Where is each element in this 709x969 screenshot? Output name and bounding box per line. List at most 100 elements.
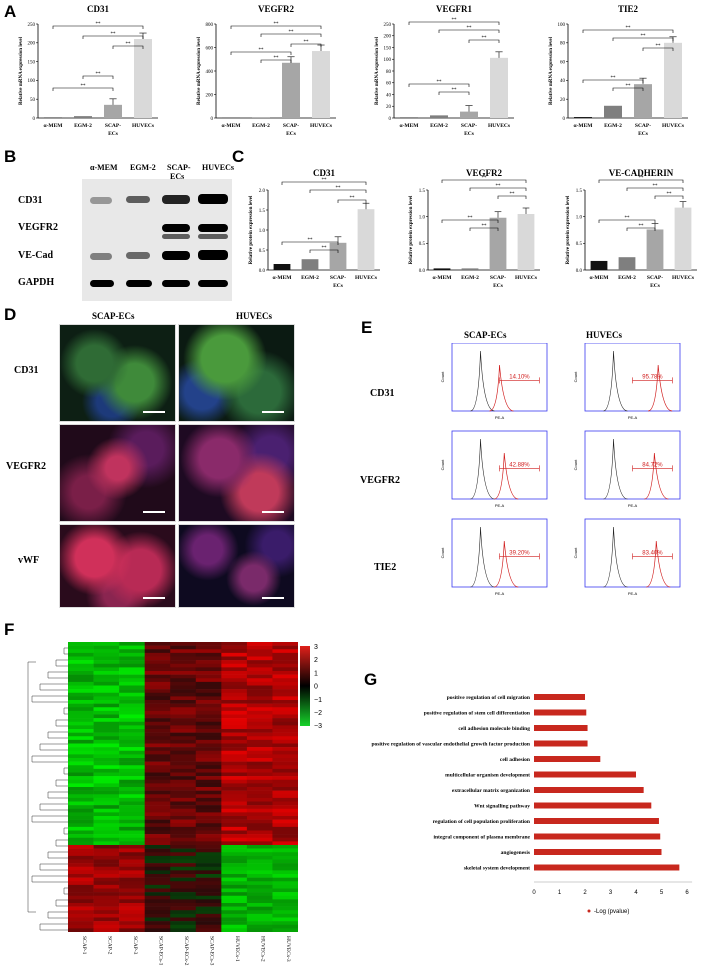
blot-band xyxy=(162,280,190,287)
heatmap-cell xyxy=(272,866,298,871)
heatmap-cell xyxy=(221,812,248,817)
heatmap-cell xyxy=(93,681,120,686)
heatmap-cell xyxy=(144,881,171,886)
significance-bracket xyxy=(230,51,292,55)
heatmap-cell xyxy=(221,830,248,835)
heatmap-cell xyxy=(170,826,197,831)
heatmap-cell xyxy=(93,732,120,737)
scale-bar xyxy=(143,597,165,599)
heatmap-cell xyxy=(195,645,222,650)
y-tick-label: 0.0 xyxy=(576,269,583,274)
flow-gate xyxy=(632,465,673,472)
heatmap-cell xyxy=(68,859,94,864)
heatmap-cell xyxy=(272,870,298,875)
significance-bracket xyxy=(260,33,322,37)
heatmap-cell xyxy=(246,834,273,839)
heatmap-cell xyxy=(170,714,197,719)
micrograph-scapecs-cd31 xyxy=(59,324,176,422)
significance-bracket xyxy=(230,25,322,29)
heatmap-cell xyxy=(68,678,94,683)
heatmap-cell xyxy=(221,776,248,781)
bar xyxy=(590,260,608,270)
x-tick-label: α-MEM xyxy=(590,275,610,281)
heatmap-cell xyxy=(246,928,273,932)
heatmap-cell xyxy=(93,783,120,788)
y-tick-label: 60 xyxy=(560,60,566,65)
go-bar xyxy=(534,709,587,716)
panel-letter-d: D xyxy=(4,305,17,324)
heatmap-cell xyxy=(195,816,222,820)
heatmap-cell xyxy=(170,765,197,770)
x-tick-label: HUVECs xyxy=(132,123,154,129)
heatmap-cell xyxy=(119,801,145,806)
heatmap-cell xyxy=(195,903,222,907)
heatmap-cell xyxy=(144,747,171,752)
heatmap-cell xyxy=(170,667,197,672)
heatmap-cell xyxy=(246,845,273,849)
x-tick-label: SCAP- xyxy=(105,123,121,129)
heatmap-cell xyxy=(221,881,248,886)
western-blot-panel: α-MEM EGM-2 SCAP- ECs HUVECs CD31 VEGFR2… xyxy=(18,163,234,303)
heatmap-cell xyxy=(195,826,222,831)
heatmap-cell xyxy=(195,794,222,799)
wb-lane-label: EGM-2 xyxy=(130,163,156,172)
heatmap-cell xyxy=(68,739,94,744)
significance-label: ** xyxy=(111,32,117,37)
heatmap-cell xyxy=(246,826,273,831)
heatmap-cell xyxy=(246,667,273,672)
go-term-label: integral component of plasma membrane xyxy=(433,835,530,841)
heatmap-cell xyxy=(272,732,298,737)
heatmap-cell xyxy=(221,917,248,922)
x-tick-label: EGM-2 xyxy=(301,275,319,281)
heatmap-cell xyxy=(221,863,248,868)
panel-letter-f: F xyxy=(4,620,15,639)
heatmap-cell xyxy=(68,758,94,762)
heatmap-cell xyxy=(195,674,222,679)
heatmap-cell xyxy=(144,685,171,690)
heatmap-cell xyxy=(246,823,273,828)
flow-control-curve xyxy=(603,350,628,412)
dendrogram-branch xyxy=(55,779,68,787)
significance-bracket xyxy=(82,35,144,39)
significance-bracket xyxy=(438,91,470,95)
heatmap-cell xyxy=(170,685,197,690)
blot-band xyxy=(126,252,150,259)
dendrogram-branch xyxy=(31,695,68,703)
heatmap-cell xyxy=(221,678,248,683)
heatmap-cell xyxy=(93,830,120,835)
heatmap-cell xyxy=(195,667,222,672)
significance-bracket xyxy=(582,79,644,83)
y-tick-label: 1.5 xyxy=(259,209,266,214)
heatmap-cell xyxy=(246,678,273,683)
blot-band xyxy=(162,234,190,239)
heatmap-cell xyxy=(246,837,273,842)
heatmap-cell xyxy=(195,848,222,853)
heatmap-cell xyxy=(93,714,120,719)
chart-title: CD31 xyxy=(87,4,109,14)
heatmap-cell xyxy=(144,823,171,828)
heatmap-cell xyxy=(144,812,171,817)
scale-bar xyxy=(300,646,310,726)
heatmap-cell xyxy=(144,703,171,708)
heatmap-cell xyxy=(272,797,298,802)
heatmap-cell xyxy=(119,892,145,897)
y-axis-label: Relative protein expression level xyxy=(249,195,254,264)
heatmap-cell xyxy=(170,899,197,904)
dendrogram-branch xyxy=(39,803,68,811)
x-tick-label: SCAP- xyxy=(330,275,346,281)
heatmap-cell xyxy=(246,721,273,726)
bar xyxy=(618,257,636,270)
flow-y-label: Count xyxy=(440,371,445,383)
heatmap-cell xyxy=(272,787,298,791)
heatmap-cell xyxy=(144,870,171,875)
heatmap-cell xyxy=(119,917,145,922)
significance-label: ** xyxy=(289,30,295,35)
bar xyxy=(604,105,622,118)
x-tick-label: α-MEM xyxy=(574,123,594,129)
x-tick-label: HUVECs xyxy=(672,275,694,281)
heatmap-cell xyxy=(93,892,120,897)
heatmap-cell xyxy=(93,790,120,795)
blot-band xyxy=(198,280,228,287)
flow-sample-curve xyxy=(494,452,519,500)
significance-label: ** xyxy=(259,48,265,53)
